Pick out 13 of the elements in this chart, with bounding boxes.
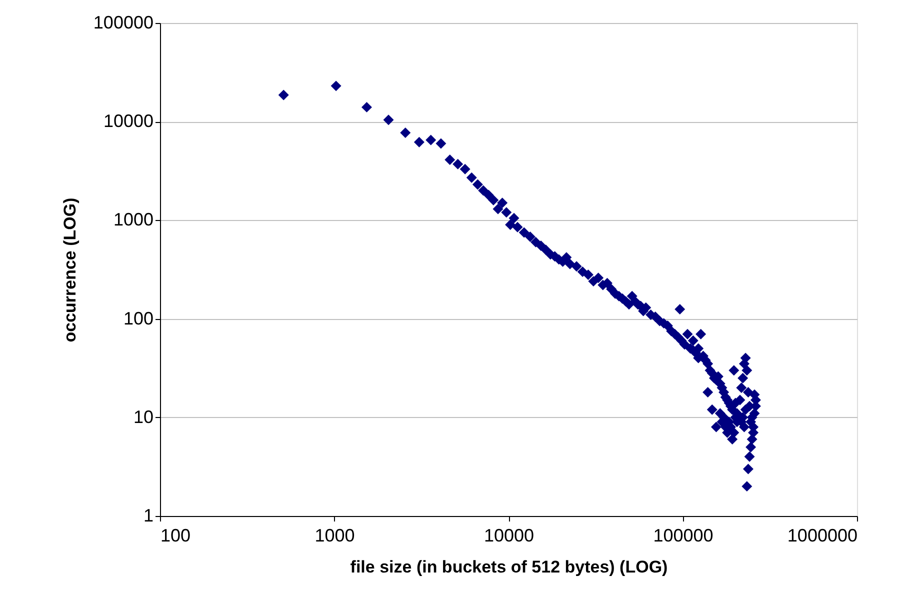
y-axis-title: occurrence (LOG) [60,198,80,342]
x-axis-title: file size (in buckets of 512 bytes) (LOG) [350,558,668,576]
y-tick-label: 100000 [93,12,154,32]
y-tick-label: 10000 [103,111,154,132]
x-tick-label: 1000000 [787,526,858,546]
y-tick-label: 1000 [113,210,154,230]
x-tick-label: 100 [160,526,191,546]
x-tick-label: 10000 [484,526,534,546]
y-tick-label: 10 [133,406,154,427]
y-tick-label: 1 [143,506,154,526]
x-tick-label: 100000 [653,526,714,546]
y-tick-label: 100 [123,308,154,328]
x-tick-label: 1000 [314,526,355,546]
